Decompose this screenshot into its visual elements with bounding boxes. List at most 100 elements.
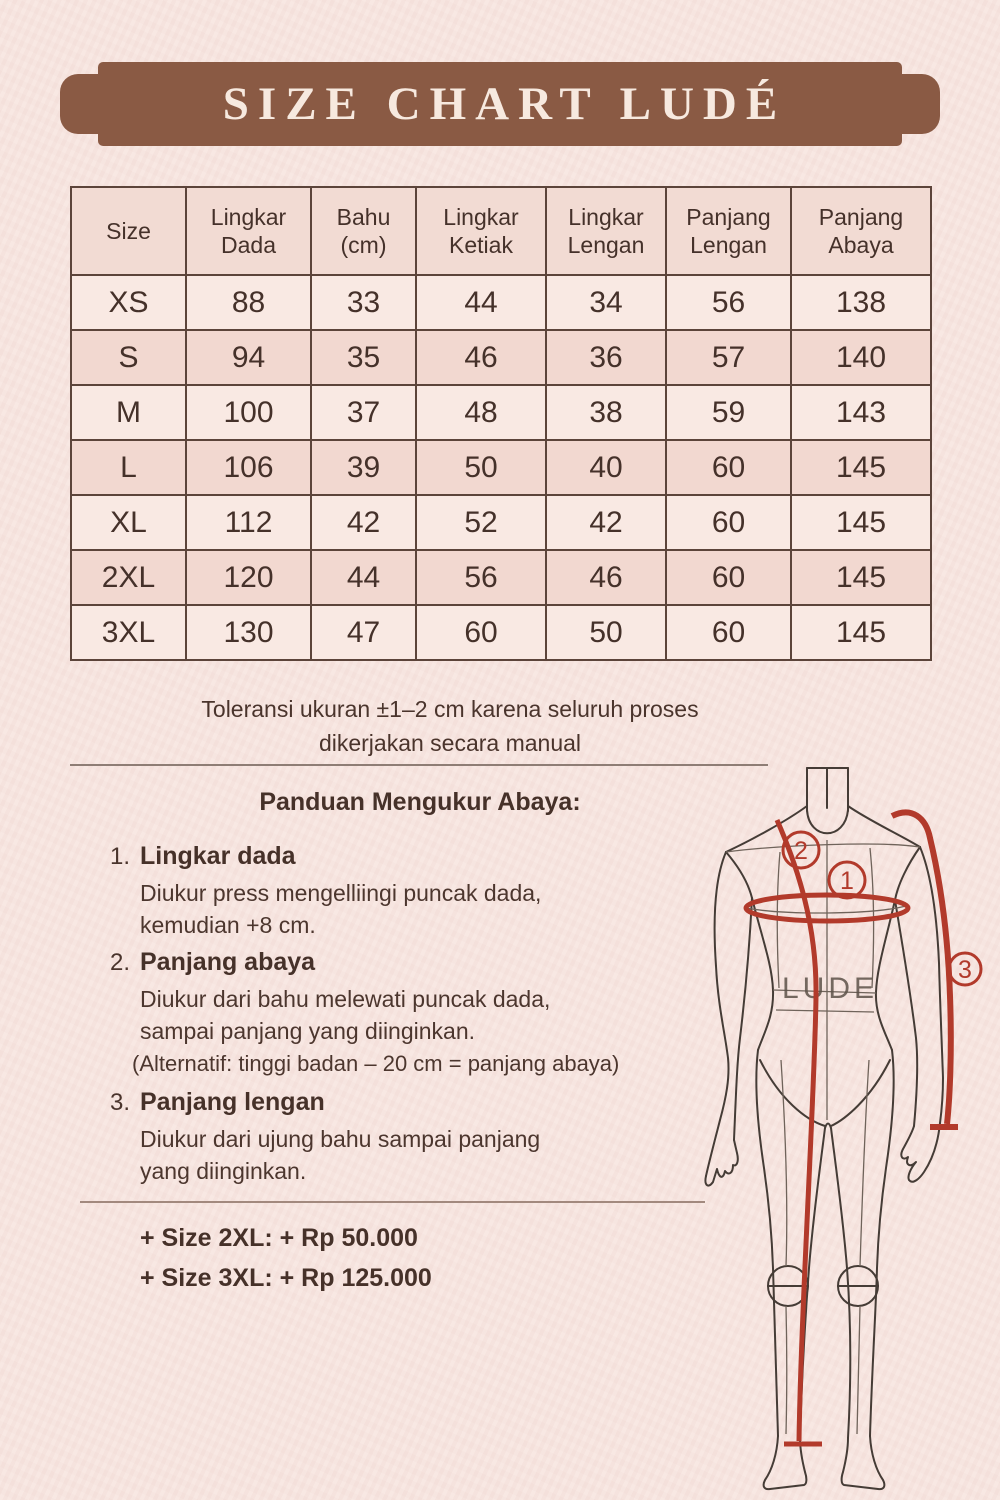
header-cell: Lingkar Dada [185,186,312,276]
header-cell: Panjang Lengan [665,186,792,276]
header-cell: Lingkar Lengan [545,186,667,276]
sleeve-length-line [890,809,954,1125]
item-title: Panjang abaya [140,948,316,976]
marker-number-1: 1 [840,867,854,895]
croquis-outline [704,767,944,1491]
item-line: kemudian +8 cm. [140,912,316,938]
value-cell: 46 [545,549,667,606]
body-measurement-figure: LUDE 2 1 3 [704,767,983,1491]
value-cell: 42 [310,494,417,551]
pricing-line-3xl: + Size 3XL: + Rp 125.000 [140,1264,432,1292]
size-cell: XL [70,494,187,551]
value-cell: 57 [665,329,792,386]
marker-circle-3 [947,951,983,987]
measurement-lines [743,809,983,1447]
size-cell: XS [70,274,187,331]
value-cell: 145 [790,439,932,496]
value-cell: 50 [545,604,667,661]
banner-plaque-body [98,62,902,146]
size-cell: S [70,329,187,386]
value-cell: 42 [545,494,667,551]
tolerance-note: Toleransi ukuran ±1–2 cm karena seluruh … [70,692,830,760]
figure-brand-label: LUDE [782,972,878,1005]
size-cell: 2XL [70,549,187,606]
value-cell: 50 [415,439,547,496]
value-cell: 145 [790,549,932,606]
value-cell: 60 [665,549,792,606]
item-line: Diukur press mengelliingi puncak dada, [140,880,542,906]
marker-numbers: 2 1 3 [794,837,972,984]
marker-number-3: 3 [958,956,972,984]
abaya-length-line [774,818,819,1442]
alternative-note: (Alternatif: tinggi badan – 20 cm = panj… [132,1051,620,1076]
item-line: yang diinginkan. [140,1158,307,1184]
value-cell: 143 [790,384,932,441]
value-cell: 44 [415,274,547,331]
table-row: S 94 35 46 36 57 140 [70,329,932,386]
header-cell: Panjang Abaya [790,186,932,276]
item-line: Diukur dari ujung bahu sampai panjang [140,1126,541,1152]
value-cell: 60 [415,604,547,661]
value-cell: 120 [185,549,312,606]
item-number: 2. [110,949,131,976]
value-cell: 140 [790,329,932,386]
value-cell: 48 [415,384,547,441]
size-cell: M [70,384,187,441]
value-cell: 60 [665,604,792,661]
guide-heading: Panduan Mengukur Abaya: [259,788,581,816]
value-cell: 88 [185,274,312,331]
table-row: XS 88 33 44 34 56 138 [70,274,932,331]
value-cell: 130 [185,604,312,661]
size-cell: 3XL [70,604,187,661]
page-title: SIZE CHART LUDÉ [222,78,787,130]
chest-measure-line [743,892,911,924]
guide-item-panjang-lengan: 3. Panjang lengan Diukur dari ujung bahu… [110,1088,710,1187]
table-row: XL 112 42 52 42 60 145 [70,494,932,551]
value-cell: 56 [665,274,792,331]
value-cell: 60 [665,439,792,496]
value-cell: 52 [415,494,547,551]
marker-number-2: 2 [794,837,808,865]
table-row: L 106 39 50 40 60 145 [70,439,932,496]
value-cell: 145 [790,604,932,661]
header-banner: SIZE CHART LUDÉ [60,62,940,146]
item-number: 3. [110,1089,131,1116]
value-cell: 56 [415,549,547,606]
value-cell: 145 [790,494,932,551]
value-cell: 36 [545,329,667,386]
value-cell: 47 [310,604,417,661]
guide-item-panjang-abaya: 2. Panjang abaya Diukur dari bahu melewa… [110,948,710,1077]
table-row: 2XL 120 44 56 46 60 145 [70,549,932,606]
item-title: Lingkar dada [140,842,296,870]
value-cell: 112 [185,494,312,551]
table-header-row: Size Lingkar Dada Bahu (cm) Lingkar Keti… [70,186,932,276]
item-line: Diukur dari bahu melewati puncak dada, [140,986,551,1012]
value-cell: 46 [415,329,547,386]
value-cell: 34 [545,274,667,331]
value-cell: 40 [545,439,667,496]
table-row: 3XL 130 47 60 50 60 145 [70,604,932,661]
size-upcharge-pricing: + Size 2XL: + Rp 50.000 + Size 3XL: + Rp… [140,1218,432,1298]
pricing-divider [80,1201,705,1203]
size-cell: L [70,439,187,496]
value-cell: 60 [665,494,792,551]
item-number: 1. [110,843,131,870]
value-cell: 39 [310,439,417,496]
value-cell: 100 [185,384,312,441]
header-cell: Bahu (cm) [310,186,417,276]
value-cell: 59 [665,384,792,441]
value-cell: 138 [790,274,932,331]
header-cell: Lingkar Ketiak [415,186,547,276]
value-cell: 37 [310,384,417,441]
value-cell: 44 [310,549,417,606]
tolerance-line: dikerjakan secara manual [318,730,582,756]
table-row: M 100 37 48 38 59 143 [70,384,932,441]
header-cell: Size [70,186,187,276]
marker-circle-1 [827,860,867,900]
item-title: Panjang lengan [140,1088,325,1116]
size-table: Size Lingkar Dada Bahu (cm) Lingkar Keti… [70,186,932,661]
value-cell: 94 [185,329,312,386]
value-cell: 35 [310,329,417,386]
pricing-line-2xl: + Size 2XL: + Rp 50.000 [140,1224,418,1252]
